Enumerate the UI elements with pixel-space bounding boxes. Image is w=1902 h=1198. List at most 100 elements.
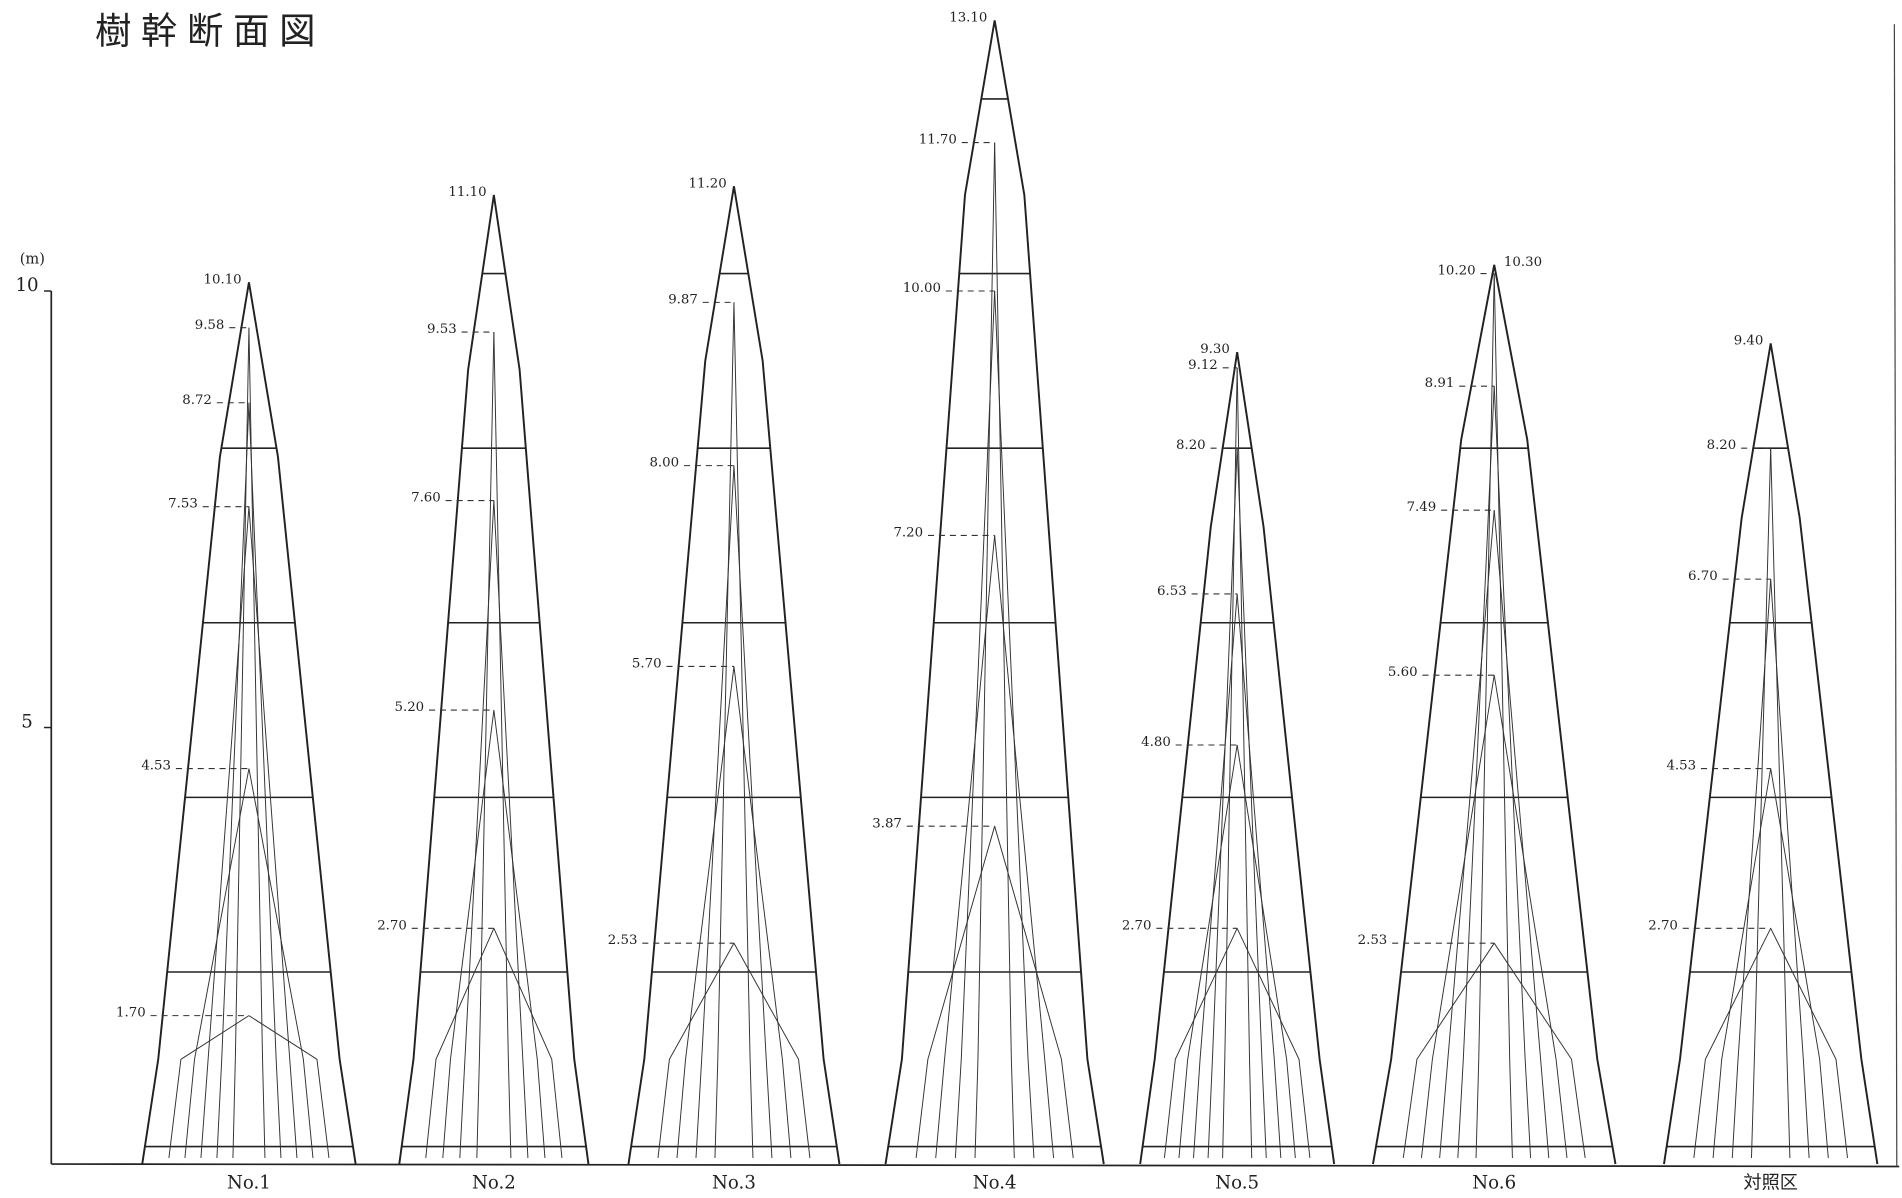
height-label: 6.70	[1688, 569, 1718, 584]
growth-line	[1493, 510, 1550, 1159]
height-label: 11.20	[689, 176, 727, 191]
height-label: 7.53	[168, 497, 198, 512]
growth-line	[733, 302, 754, 1158]
growth-line	[676, 666, 735, 1159]
tree-name: No.4	[973, 1172, 1017, 1193]
growth-line	[1439, 510, 1495, 1159]
growth-line	[1457, 386, 1495, 1159]
growth-line	[733, 942, 811, 1159]
stem-outline	[398, 194, 590, 1165]
height-label: 6.53	[1157, 584, 1187, 599]
growth-line	[994, 290, 1035, 1159]
growth-line	[1493, 386, 1532, 1159]
growth-line	[248, 1015, 330, 1159]
growth-line	[1493, 675, 1568, 1159]
height-label: 8.72	[182, 393, 212, 408]
growth-line	[695, 465, 735, 1159]
tree-name: No.3	[712, 1172, 756, 1193]
growth-line	[1222, 367, 1238, 1158]
growth-line	[1236, 448, 1267, 1159]
growth-line	[915, 826, 996, 1159]
growth-line	[1712, 768, 1772, 1159]
height-label: 9.87	[668, 292, 698, 307]
height-label: 10.30	[1504, 255, 1542, 270]
height-label: 7.20	[893, 526, 923, 541]
height-label: 8.91	[1425, 376, 1455, 391]
stem-outline	[1372, 264, 1617, 1165]
tree: 11.10 9.53 7.60 5.20 2.70 No.2	[377, 185, 590, 1193]
growth-line	[216, 402, 250, 1159]
growth-line	[442, 710, 495, 1159]
stem-outline	[627, 186, 841, 1165]
growth-line	[954, 290, 996, 1159]
height-label: 9.12	[1188, 358, 1218, 373]
growth-line	[1402, 942, 1495, 1159]
tree: 11.20 9.87 8.00 5.70 2.53 No.3	[608, 176, 841, 1193]
height-label: 2.53	[608, 933, 638, 948]
page-edge	[1893, 24, 1898, 1167]
growth-line	[1770, 928, 1848, 1159]
stem-outline	[1663, 343, 1879, 1165]
height-label: 2.70	[1122, 918, 1152, 933]
height-label: 5.70	[632, 656, 662, 671]
growth-line	[493, 710, 546, 1159]
growth-line	[1420, 675, 1495, 1159]
height-label: 8.20	[1707, 438, 1737, 453]
growth-line	[184, 768, 250, 1159]
tree-name: No.2	[472, 1172, 516, 1193]
growth-line	[733, 666, 792, 1159]
growth-line	[1493, 273, 1513, 1158]
ground-line	[51, 1163, 1900, 1168]
y-tick-label: 5	[21, 712, 33, 733]
growth-line	[493, 332, 512, 1158]
height-label: 4.53	[141, 759, 171, 774]
growth-line	[168, 1015, 250, 1159]
height-label: 2.70	[1648, 918, 1678, 933]
height-label: 4.80	[1141, 735, 1171, 750]
growth-line	[1770, 768, 1829, 1159]
growth-line	[935, 535, 996, 1159]
height-label: 3.87	[872, 816, 902, 831]
tree-name: No.5	[1215, 1172, 1259, 1193]
growth-line	[493, 928, 563, 1159]
growth-line	[1236, 593, 1282, 1159]
height-label: 7.60	[411, 491, 441, 506]
stem-outline	[1139, 351, 1336, 1165]
growth-line	[459, 500, 495, 1159]
tree-name: 対照区	[1743, 1172, 1798, 1193]
growth-line	[994, 142, 1015, 1159]
height-label: 4.53	[1666, 759, 1696, 774]
height-label: 8.00	[649, 456, 679, 471]
tree: 9.40 8.20 6.70 4.53 2.70 対照区	[1648, 333, 1879, 1193]
height-label: 2.70	[377, 918, 407, 933]
stem-outline	[141, 282, 357, 1165]
height-label: 5.20	[394, 700, 424, 715]
growth-line	[1693, 928, 1772, 1159]
growth-line	[248, 402, 282, 1159]
growth-line	[1236, 744, 1296, 1159]
height-label: 9.53	[427, 322, 457, 337]
growth-line	[1770, 579, 1810, 1159]
growth-line	[1207, 448, 1238, 1159]
growth-line	[493, 500, 529, 1159]
height-label: 13.10	[949, 10, 987, 25]
growth-line	[1731, 579, 1772, 1159]
height-label: 9.40	[1734, 333, 1764, 348]
height-label: 5.60	[1388, 665, 1418, 680]
growth-line	[1236, 928, 1311, 1159]
growth-line	[248, 506, 298, 1159]
growth-line	[657, 942, 735, 1159]
height-label: 9.30	[1200, 342, 1230, 357]
y-tick-label: 10	[15, 275, 38, 296]
height-label: 1.70	[116, 1006, 146, 1021]
growth-line	[1493, 942, 1586, 1159]
tree: 9.309.12 8.20 6.53 4.80 2.70 No.5	[1122, 342, 1336, 1193]
tree: 10.20 10.30 8.91 7.49 5.60 2.53 No.6	[1358, 255, 1617, 1193]
tree: 10.10 9.58 8.72 7.53 4.53 1.70 No.1	[116, 272, 357, 1193]
height-label: 7.49	[1407, 500, 1437, 515]
tree: 13.10 11.70 10.00 7.20 3.87 No.4	[872, 10, 1105, 1193]
height-label: 8.20	[1176, 438, 1206, 453]
growth-line	[200, 506, 250, 1159]
growth-line	[994, 535, 1055, 1159]
